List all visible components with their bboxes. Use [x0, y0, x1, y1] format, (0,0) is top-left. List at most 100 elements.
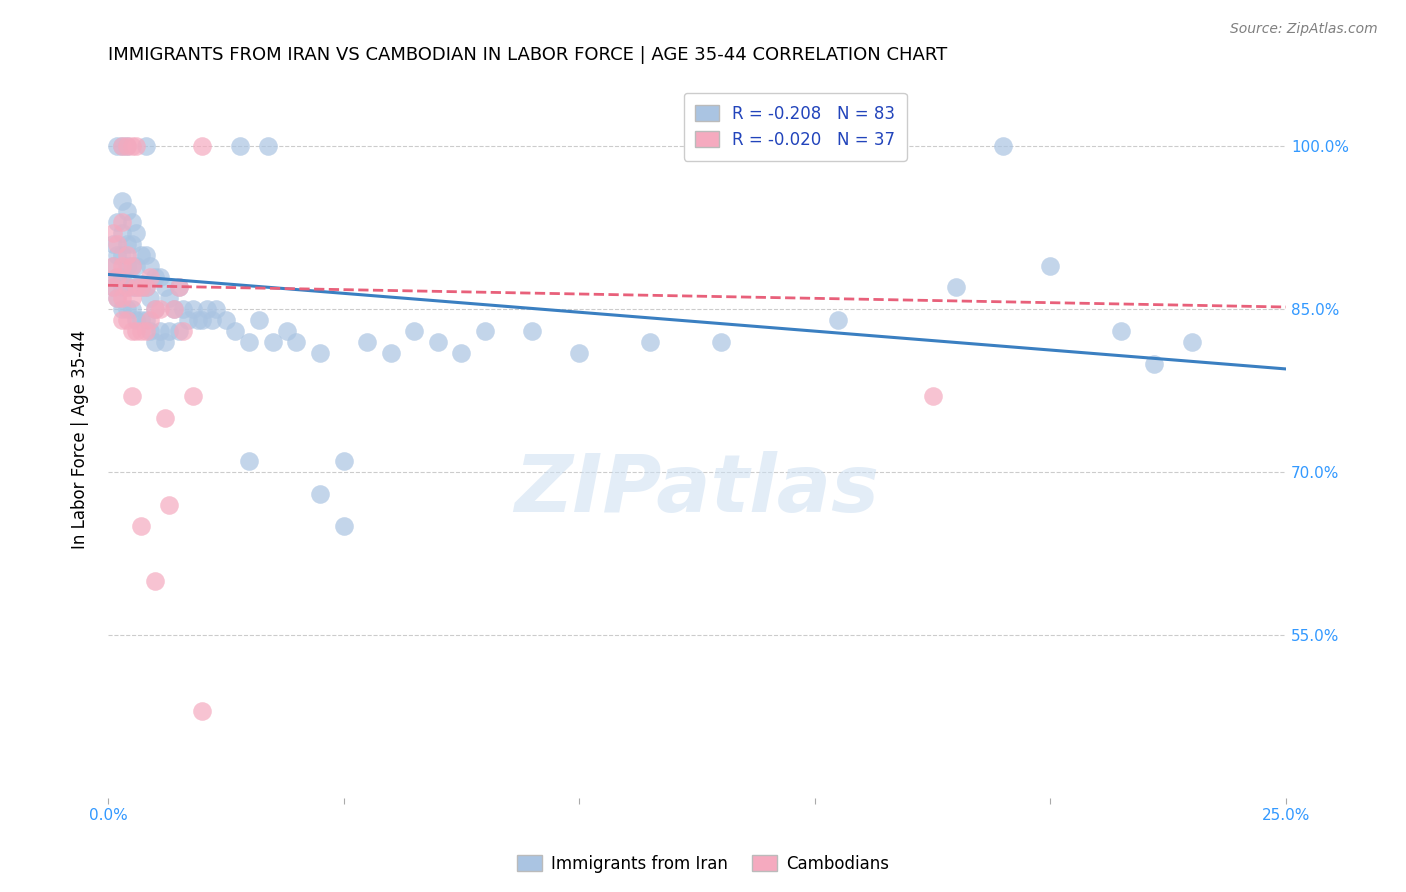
Point — [238, 334, 260, 349]
Point — [135, 313, 157, 327]
Point — [257, 139, 280, 153]
Point — [215, 313, 238, 327]
Text: Source: ZipAtlas.com: Source: ZipAtlas.com — [1230, 22, 1378, 37]
Point — [205, 302, 228, 317]
Point — [167, 280, 190, 294]
Point — [309, 487, 332, 501]
Point — [125, 280, 148, 294]
Point — [474, 324, 496, 338]
Point — [129, 280, 152, 294]
Point — [157, 498, 180, 512]
Point — [356, 334, 378, 349]
Point — [107, 139, 129, 153]
Point — [107, 237, 129, 252]
Point — [143, 269, 166, 284]
Point — [111, 291, 134, 305]
Point — [229, 139, 252, 153]
Point — [332, 454, 354, 468]
Point — [101, 259, 124, 273]
Point — [111, 139, 134, 153]
Point — [195, 302, 218, 317]
Point — [125, 324, 148, 338]
Point — [125, 280, 148, 294]
Point — [111, 313, 134, 327]
Point — [115, 313, 138, 327]
Point — [115, 259, 138, 273]
Point — [125, 259, 148, 273]
Point — [121, 389, 143, 403]
Point — [450, 345, 472, 359]
Point — [172, 302, 194, 317]
Y-axis label: In Labor Force | Age 35-44: In Labor Force | Age 35-44 — [72, 330, 89, 549]
Point — [121, 237, 143, 252]
Point — [115, 248, 138, 262]
Point — [139, 269, 162, 284]
Point — [177, 313, 200, 327]
Point — [143, 302, 166, 317]
Point — [115, 280, 138, 294]
Point — [125, 226, 148, 240]
Point — [153, 410, 176, 425]
Point — [149, 302, 172, 317]
Point — [276, 324, 298, 338]
Point — [129, 324, 152, 338]
Point — [1039, 259, 1062, 273]
Point — [121, 139, 143, 153]
Point — [157, 324, 180, 338]
Point — [201, 313, 224, 327]
Point — [115, 204, 138, 219]
Point — [115, 139, 138, 153]
Point — [139, 259, 162, 273]
Point — [111, 302, 134, 317]
Point — [993, 139, 1015, 153]
Point — [121, 291, 143, 305]
Point — [115, 237, 138, 252]
Point — [121, 324, 143, 338]
Point — [101, 237, 124, 252]
Point — [167, 324, 190, 338]
Point — [129, 248, 152, 262]
Point — [107, 291, 129, 305]
Point — [172, 324, 194, 338]
Point — [709, 334, 731, 349]
Text: IMMIGRANTS FROM IRAN VS CAMBODIAN IN LABOR FORCE | AGE 35-44 CORRELATION CHART: IMMIGRANTS FROM IRAN VS CAMBODIAN IN LAB… — [108, 46, 948, 64]
Point — [129, 280, 152, 294]
Point — [107, 269, 129, 284]
Point — [111, 248, 134, 262]
Point — [139, 324, 162, 338]
Point — [111, 215, 134, 229]
Point — [107, 248, 129, 262]
Point — [115, 139, 138, 153]
Point — [404, 324, 426, 338]
Point — [1109, 324, 1132, 338]
Point — [827, 313, 849, 327]
Point — [139, 291, 162, 305]
Point — [153, 280, 176, 294]
Point — [107, 215, 129, 229]
Point — [1143, 357, 1166, 371]
Point — [129, 519, 152, 533]
Point — [121, 302, 143, 317]
Point — [143, 302, 166, 317]
Point — [135, 280, 157, 294]
Point — [153, 334, 176, 349]
Point — [309, 345, 332, 359]
Legend: Immigrants from Iran, Cambodians: Immigrants from Iran, Cambodians — [510, 848, 896, 880]
Point — [121, 215, 143, 229]
Point — [332, 519, 354, 533]
Point — [125, 139, 148, 153]
Point — [101, 226, 124, 240]
Point — [157, 291, 180, 305]
Point — [111, 226, 134, 240]
Point — [139, 313, 162, 327]
Point — [568, 345, 591, 359]
Point — [135, 280, 157, 294]
Point — [262, 334, 284, 349]
Point — [101, 259, 124, 273]
Point — [247, 313, 270, 327]
Point — [115, 280, 138, 294]
Point — [143, 574, 166, 588]
Point — [191, 704, 214, 718]
Point — [181, 302, 204, 317]
Point — [121, 259, 143, 273]
